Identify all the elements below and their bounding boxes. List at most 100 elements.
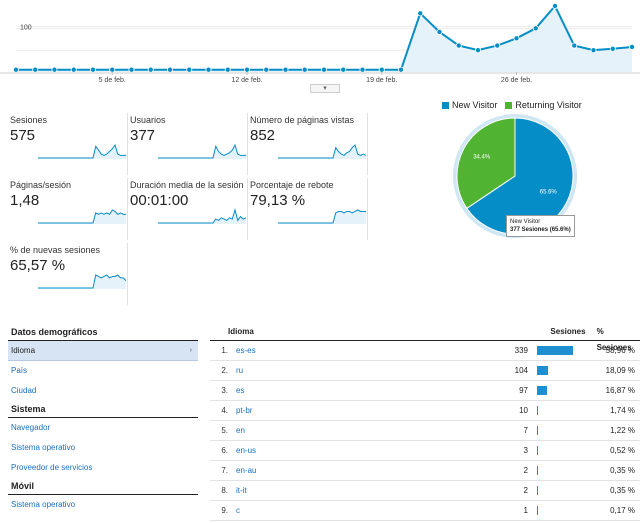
column-header-idioma[interactable]: Idioma xyxy=(228,327,254,336)
metric-value: 00:01:00 xyxy=(130,192,189,209)
sessions-value: 10 xyxy=(519,406,528,415)
share-bar xyxy=(537,386,548,395)
timeline-point[interactable] xyxy=(474,47,481,54)
row-index: 5. xyxy=(221,426,228,435)
metric-label: Usuarios xyxy=(130,115,166,125)
nav-item-sistema-operativo[interactable]: Sistema operativo xyxy=(11,443,76,452)
timeline-point[interactable] xyxy=(128,66,135,73)
language-link[interactable]: ru xyxy=(236,366,244,375)
timeline-point[interactable] xyxy=(243,66,250,73)
pie-chart[interactable]: 65.6% 34.4% xyxy=(440,98,640,248)
table-row: 4. pt-br 10 1,74 % xyxy=(210,401,640,421)
row-index: 1. xyxy=(221,346,228,355)
timeline-point[interactable] xyxy=(12,66,19,73)
sessions-value: 2 xyxy=(523,466,528,475)
language-link[interactable]: en-au xyxy=(236,466,257,475)
language-link[interactable]: es xyxy=(236,386,245,395)
timeline-point[interactable] xyxy=(629,43,636,50)
nav-item-proveedor-servicios[interactable]: Proveedor de servicios xyxy=(11,463,93,472)
metric-label: Porcentaje de rebote xyxy=(250,180,334,190)
share-bar-cell xyxy=(528,361,590,380)
timeline-point[interactable] xyxy=(590,47,597,54)
language-link[interactable]: en xyxy=(236,426,245,435)
timeline-point[interactable] xyxy=(417,10,424,17)
language-link[interactable]: en-us xyxy=(236,446,257,455)
column-header-sesiones[interactable]: Sesiones xyxy=(550,327,586,336)
pie-slice[interactable] xyxy=(456,117,516,209)
timeline-point[interactable] xyxy=(109,66,116,73)
nav-item-movil-sistema-operativo[interactable]: Sistema operativo xyxy=(11,500,76,509)
timeline-point[interactable] xyxy=(186,66,193,73)
metric-porcentaje-rebote[interactable]: Porcentaje de rebote 79,13 % xyxy=(250,178,368,240)
timeline-point[interactable] xyxy=(166,66,173,73)
metric-sparkline xyxy=(158,208,246,224)
pct-value: 0,17 % xyxy=(610,506,635,515)
timeline-point[interactable] xyxy=(609,45,616,52)
timeline-point[interactable] xyxy=(513,35,520,42)
timeline-point[interactable] xyxy=(532,25,539,32)
timeline-point[interactable] xyxy=(494,42,501,49)
table-row: 5. en 7 1,22 % xyxy=(210,421,640,441)
timeline-point[interactable] xyxy=(340,66,347,73)
column-header-pct-sesiones[interactable]: % Sesiones xyxy=(596,327,632,352)
nav-item-pais[interactable]: País xyxy=(11,366,28,375)
timeline-point[interactable] xyxy=(436,28,443,35)
timeline-point[interactable] xyxy=(282,66,289,73)
share-bar-cell xyxy=(528,461,590,480)
legend-swatch xyxy=(442,102,449,109)
timeline-point[interactable] xyxy=(320,66,327,73)
nav-group-title: Móvil xyxy=(8,478,198,495)
timeline-point[interactable] xyxy=(571,42,578,49)
timeline-point[interactable] xyxy=(224,66,231,73)
legend-new-visitor[interactable]: New Visitor xyxy=(442,100,497,110)
metric-sesiones[interactable]: Sesiones 575 xyxy=(10,113,128,175)
language-link[interactable]: it-it xyxy=(236,486,247,495)
sparkline-area xyxy=(38,145,126,159)
legend-returning-visitor[interactable]: Returning Visitor xyxy=(505,100,582,110)
row-index: 8. xyxy=(221,486,228,495)
timeline-point[interactable] xyxy=(301,66,308,73)
pie-slice[interactable] xyxy=(466,117,574,235)
metric-nuevas-sesiones[interactable]: % de nuevas sesiones 65,57 % xyxy=(10,243,128,305)
timeline-point[interactable] xyxy=(378,66,385,73)
language-link[interactable]: es-es xyxy=(236,346,256,355)
metric-sparkline xyxy=(278,144,366,159)
nav-item-ciudad[interactable]: Ciudad xyxy=(11,386,37,395)
table-row: 8. it-it 2 0,35 % xyxy=(210,481,640,501)
timeline-point[interactable] xyxy=(397,66,404,73)
timeline-point[interactable] xyxy=(90,66,97,73)
timeline-point[interactable] xyxy=(51,66,58,73)
chart-expand-handle[interactable]: ▾ xyxy=(310,84,340,93)
pct-value: 18,09 % xyxy=(605,366,635,375)
timeline-point[interactable] xyxy=(32,66,39,73)
sparkline-area xyxy=(38,275,126,289)
timeline-point[interactable] xyxy=(70,66,77,73)
metric-usuarios[interactable]: Usuarios 377 xyxy=(130,113,248,175)
metric-sparkline xyxy=(38,209,126,224)
timeline-point[interactable] xyxy=(552,3,559,9)
metric-sparkline xyxy=(38,143,126,159)
timeline-point[interactable] xyxy=(359,66,366,73)
share-bar-cell xyxy=(528,381,590,400)
language-link[interactable]: pt-br xyxy=(236,406,253,415)
timeline-point[interactable] xyxy=(263,66,270,73)
metric-sparkline xyxy=(38,274,126,289)
metric-paginas-vistas[interactable]: Número de páginas vistas 852 xyxy=(250,113,368,175)
row-index: 2. xyxy=(221,366,228,375)
sparkline-line xyxy=(38,143,126,159)
timeline-point[interactable] xyxy=(205,66,212,73)
metric-label: Número de páginas vistas xyxy=(250,115,355,125)
tooltip-title: New Visitor xyxy=(510,219,541,225)
y-tick-label: 100 xyxy=(20,24,32,31)
pct-value: 0,35 % xyxy=(610,486,635,495)
metric-paginas-sesion[interactable]: Páginas/sesión 1,48 xyxy=(10,178,128,240)
share-bar xyxy=(537,426,538,435)
nav-item-label: Idioma xyxy=(11,346,36,355)
nav-item-navegador[interactable]: Navegador xyxy=(11,423,51,432)
timeline-point[interactable] xyxy=(147,66,154,73)
metric-value: 377 xyxy=(130,127,156,144)
nav-item-idioma[interactable]: Idioma › xyxy=(8,341,198,361)
metric-duracion-media[interactable]: Duración media de la sesión 00:01:00 xyxy=(130,178,248,240)
language-link[interactable]: c xyxy=(236,506,240,515)
timeline-point[interactable] xyxy=(455,42,462,49)
